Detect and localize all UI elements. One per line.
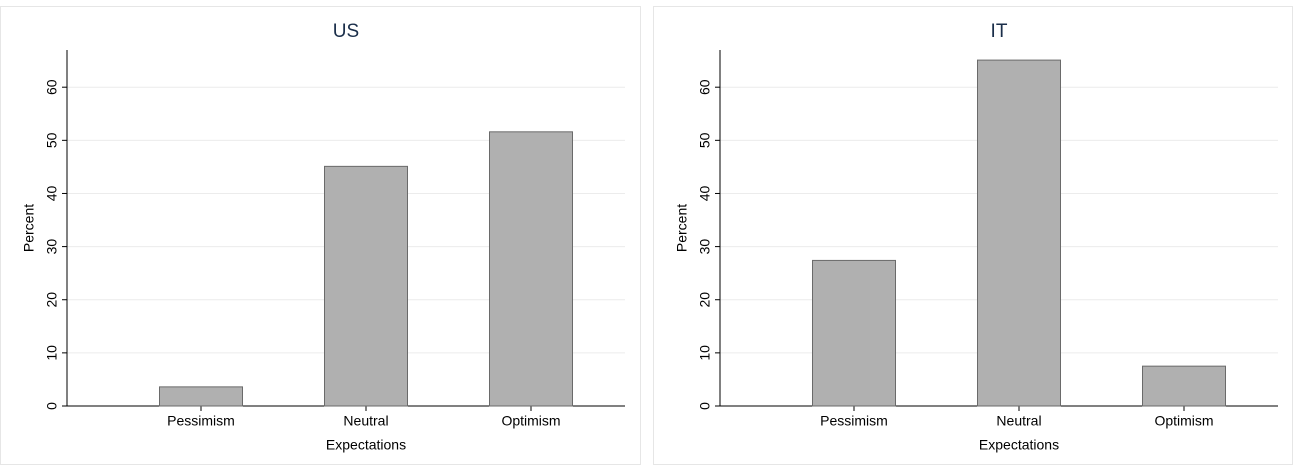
y-tick-label: 10 xyxy=(44,345,60,361)
panel: IT 0 10 20 30 40 50 60 Percent Expectations Pessim… xyxy=(653,6,1293,465)
bar xyxy=(324,165,408,407)
panel: US 0 10 20 30 40 50 60 Percent Expectations Pessim… xyxy=(0,6,641,465)
x-tick-label: Pessimism xyxy=(820,413,888,429)
bar xyxy=(977,59,1061,407)
y-tick-label: 60 xyxy=(44,79,60,95)
y-axis-label: Percent xyxy=(674,204,690,252)
chart-title: IT xyxy=(991,21,1008,42)
x-tick-label: Optimism xyxy=(501,413,560,429)
x-tick-label: Pessimism xyxy=(167,413,235,429)
y-tick-label: 50 xyxy=(44,132,60,148)
bar xyxy=(812,259,896,407)
bar xyxy=(159,386,243,407)
x-tick-label: Neutral xyxy=(996,413,1041,429)
y-tick-label: 0 xyxy=(44,402,60,410)
bar xyxy=(1142,365,1226,407)
bar xyxy=(489,131,573,407)
y-tick-label: 40 xyxy=(697,185,713,201)
y-tick-label: 50 xyxy=(697,132,713,148)
y-tick-label: 40 xyxy=(44,185,60,201)
y-axis-label: Percent xyxy=(21,204,37,252)
y-tick-label: 20 xyxy=(44,292,60,308)
y-tick-label: 30 xyxy=(697,239,713,255)
y-tick-label: 10 xyxy=(697,345,713,361)
y-tick-label: 0 xyxy=(697,402,713,410)
y-tick-label: 30 xyxy=(44,239,60,255)
x-axis-label: Expectations xyxy=(326,437,406,453)
x-tick-label: Optimism xyxy=(1154,413,1213,429)
chart-title: US xyxy=(333,21,359,42)
y-tick-label: 20 xyxy=(697,292,713,308)
x-tick-label: Neutral xyxy=(343,413,388,429)
y-tick-label: 60 xyxy=(697,79,713,95)
x-axis-label: Expectations xyxy=(979,437,1059,453)
